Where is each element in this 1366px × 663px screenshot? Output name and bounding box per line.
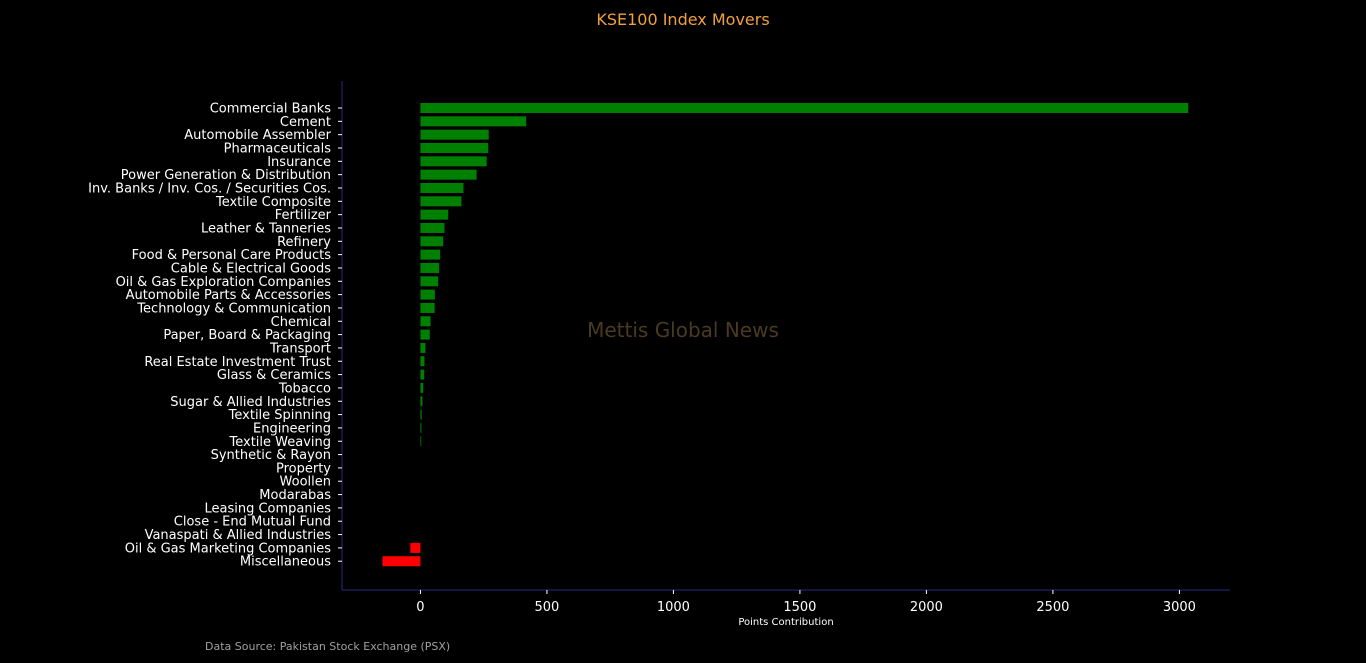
bar-25 [420,436,422,447]
x-tick-label-5: 2500 [1036,600,1069,615]
category-label-16: Chemical [271,315,331,330]
x-tick-label-2: 1000 [657,600,690,615]
bar-12 [420,262,440,273]
category-label-9: Leather & Tanneries [201,221,331,236]
x-tick-label-4: 2000 [910,600,943,615]
category-label-24: Engineering [253,421,331,436]
bar-13 [420,276,439,287]
bar-24 [420,422,422,433]
category-label-10: Refinery [277,235,331,250]
category-label-18: Transport [269,341,331,356]
category-label-21: Tobacco [278,381,331,396]
category-label-25: Textile Weaving [229,435,332,450]
x-tick-label-0: 0 [416,600,424,615]
bar-10 [420,236,444,247]
category-label-12: Cable & Electrical Goods [171,261,331,276]
category-label-6: Inv. Banks / Inv. Cos. / Securities Cos. [88,181,331,196]
bar-4 [420,156,487,167]
x-tick-label-3: 1500 [783,600,816,615]
bar-11 [420,249,441,260]
category-label-2: Automobile Assembler [184,128,331,143]
bar-23 [420,409,422,420]
category-label-22: Sugar & Allied Industries [170,395,331,410]
bar-7 [420,196,462,207]
bar-14 [420,289,435,300]
category-label-28: Woollen [280,475,331,490]
bar-21 [420,382,424,393]
category-label-5: Power Generation & Distribution [121,168,331,183]
bar-6 [420,182,464,193]
bar-19 [420,356,425,367]
category-label-11: Food & Personal Care Products [132,248,332,263]
x-tick-label-1: 500 [535,600,560,615]
bar-15 [420,302,435,313]
category-label-34: Miscellaneous [240,555,331,570]
watermark: Mettis Global News [587,318,779,342]
bar-5 [420,169,477,180]
category-label-32: Vanaspati & Allied Industries [145,528,332,543]
category-label-15: Technology & Communication [136,301,331,316]
bar-8 [420,209,449,220]
category-label-7: Textile Composite [215,195,331,210]
bar-20 [420,369,425,380]
bar-34 [382,556,421,567]
data-source-note: Data Source: Pakistan Stock Exchange (PS… [205,640,451,653]
bar-16 [420,316,431,327]
x-axis-label: Points Contribution [738,617,834,628]
bar-3 [420,142,489,153]
category-label-20: Glass & Ceramics [217,368,331,383]
category-label-27: Property [276,461,331,476]
bar-33 [410,542,421,553]
category-label-26: Synthetic & Rayon [211,448,331,463]
bar-17 [420,329,430,340]
bar-0 [420,103,1189,113]
bar-9 [420,222,445,233]
category-label-4: Insurance [267,155,331,170]
category-label-31: Close - End Mutual Fund [174,515,331,530]
category-label-19: Real Estate Investment Trust [144,355,331,370]
category-label-1: Cement [280,115,331,130]
bar-22 [420,396,423,407]
category-label-33: Oil & Gas Marketing Companies [125,541,331,556]
category-label-23: Textile Spinning [228,408,331,423]
bar-2 [420,129,489,140]
bar-1 [420,116,527,127]
category-label-29: Modarabas [259,488,331,503]
category-label-0: Commercial Banks [210,102,332,117]
category-label-13: Oil & Gas Exploration Companies [116,275,332,290]
x-tick-label-6: 3000 [1163,600,1196,615]
category-label-14: Automobile Parts & Accessories [126,288,332,303]
category-label-17: Paper, Board & Packaging [163,328,331,343]
category-label-30: Leasing Companies [204,501,331,516]
bar-18 [420,342,426,353]
chart-title: KSE100 Index Movers [596,10,770,29]
category-label-3: Pharmaceuticals [224,141,332,156]
category-label-8: Fertilizer [275,208,332,223]
